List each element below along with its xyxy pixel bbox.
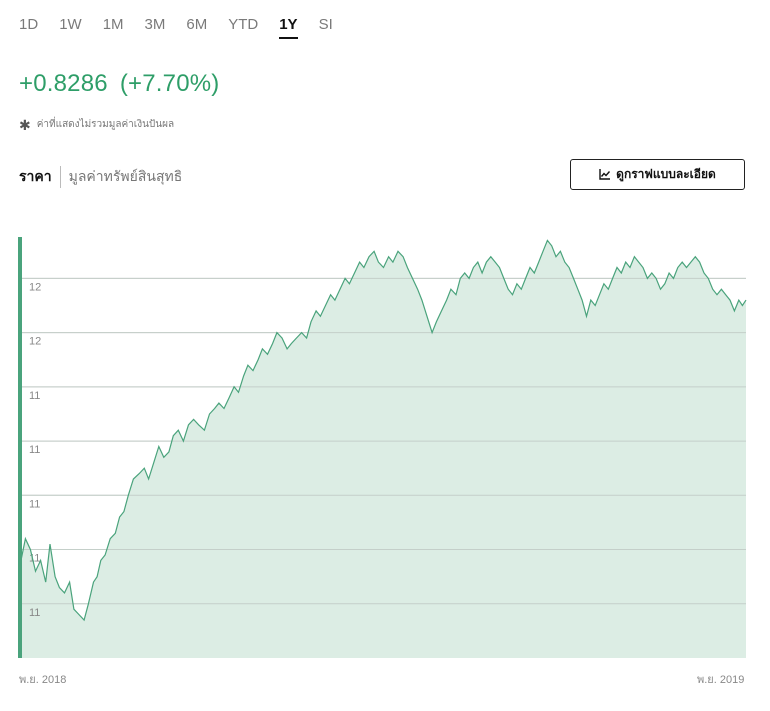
note-text: ค่าที่แสดงไม่รวมมูลค่าเงินปันผล	[36, 119, 175, 130]
y-tick-label: 11	[29, 444, 40, 456]
range-tab-6m[interactable]: 6M	[186, 16, 208, 33]
y-tick-label: 12	[29, 281, 41, 293]
detailed-chart-label: ดูกราฟแบบละเอียด	[616, 167, 716, 181]
change-value: +0.8286	[19, 70, 108, 97]
view-switch: ราคา มูลค่าทรัพย์สินสุทธิ	[19, 166, 182, 188]
range-tab-si[interactable]: SI	[318, 16, 333, 33]
performance-change: +0.8286 (+7.70%)	[19, 70, 219, 98]
view-switch-nav[interactable]: มูลค่าทรัพย์สินสุทธิ	[68, 168, 183, 184]
y-tick-label: 11	[29, 390, 40, 402]
y-axis-bar	[18, 237, 22, 658]
range-tab-1w[interactable]: 1W	[59, 16, 82, 33]
y-tick-label: 11	[29, 498, 40, 510]
dividend-note: ✱ ค่าที่แสดงไม่รวมมูลค่าเงินปันผล	[19, 117, 174, 132]
price-chart: 12 12 11 11 11 11 11	[18, 237, 747, 658]
y-tick-label: 12	[29, 336, 41, 348]
price-series-line	[20, 239, 747, 622]
line-chart-icon	[599, 169, 611, 180]
y-tick-label: 11	[29, 607, 40, 619]
asterisk-icon: ✱	[19, 116, 31, 133]
view-switch-price[interactable]: ราคา	[19, 166, 61, 188]
change-percent: (+7.70%)	[119, 70, 220, 97]
range-tab-1m[interactable]: 1M	[102, 16, 124, 33]
range-tab-1y[interactable]: 1Y	[279, 16, 298, 39]
x-label-start: พ.ย. 2018	[19, 674, 67, 686]
y-tick-label: 11	[29, 553, 40, 565]
range-tabs: 1D 1W 1M 3M 6M YTD 1Y SI	[19, 16, 354, 39]
x-label-end: พ.ย. 2019	[697, 674, 745, 686]
range-tab-ytd[interactable]: YTD	[228, 16, 259, 33]
range-tab-1d[interactable]: 1D	[19, 16, 39, 33]
price-area-fill	[21, 240, 746, 658]
range-tab-3m[interactable]: 3M	[144, 16, 166, 33]
detailed-chart-button[interactable]: ดูกราฟแบบละเอียด	[570, 159, 745, 190]
